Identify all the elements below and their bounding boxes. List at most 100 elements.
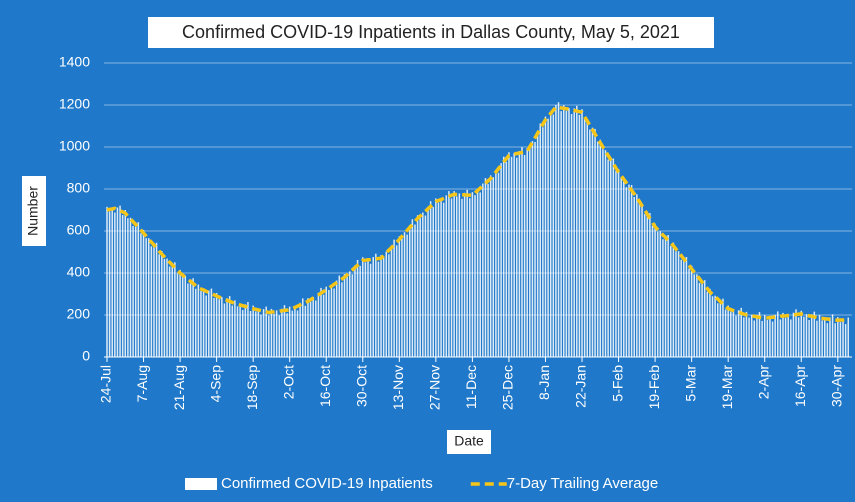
bar [257, 308, 260, 357]
x-tick-label: 16-Oct [317, 365, 333, 407]
bar [286, 313, 288, 357]
bar [656, 231, 659, 357]
bar [777, 311, 779, 357]
bar [273, 313, 275, 357]
bar [573, 108, 575, 357]
bar [818, 315, 821, 357]
bar [348, 271, 351, 357]
x-tick-label: 27-Nov [427, 365, 443, 410]
x-label-box [447, 430, 491, 454]
bar [722, 298, 724, 357]
y-tick-label: 800 [67, 180, 91, 196]
bar [450, 198, 453, 357]
bar [696, 274, 698, 357]
bar [367, 258, 369, 357]
bar [474, 195, 476, 357]
bar [482, 183, 484, 357]
bar [255, 311, 257, 357]
bar [844, 324, 847, 357]
x-tick-label: 19-Mar [719, 365, 735, 410]
bar [247, 301, 249, 357]
bar [683, 256, 685, 357]
x-tick-label: 24-Jul [98, 365, 114, 403]
bar [816, 320, 818, 357]
bar [148, 238, 150, 357]
bar [557, 102, 560, 358]
bar [244, 304, 247, 357]
bar [492, 177, 495, 357]
bar [837, 317, 839, 357]
bar [294, 306, 296, 357]
bar [709, 288, 711, 357]
bar [455, 196, 458, 357]
bar [127, 218, 129, 357]
bar [296, 310, 299, 357]
bar [252, 305, 254, 357]
bar [489, 175, 492, 357]
bar [202, 288, 205, 357]
bar [330, 285, 333, 357]
bar [690, 265, 693, 357]
bar [495, 170, 497, 357]
bar [239, 303, 241, 357]
bar [231, 305, 234, 357]
bar [724, 309, 727, 357]
bar [513, 153, 515, 357]
bar [119, 205, 121, 357]
bar [335, 280, 338, 357]
bar [672, 242, 675, 357]
bar [617, 169, 620, 357]
bar [800, 310, 803, 357]
bar [805, 314, 808, 357]
bar [821, 320, 823, 357]
bar [121, 215, 124, 357]
bar [364, 262, 367, 357]
bar [385, 251, 388, 357]
bar [403, 232, 406, 357]
bar [701, 279, 703, 357]
bar [646, 212, 649, 357]
bar [221, 297, 223, 357]
bar [790, 319, 792, 357]
bar [382, 257, 385, 357]
bar [315, 300, 317, 357]
bar [108, 211, 111, 357]
bar [685, 257, 688, 357]
bar [609, 157, 612, 357]
bar [288, 306, 291, 357]
bar [578, 114, 581, 358]
bar [161, 250, 163, 357]
bar [395, 245, 398, 357]
x-axis-label: Date [454, 433, 484, 449]
bar [797, 317, 800, 357]
bar [208, 290, 210, 357]
bar [526, 148, 528, 357]
bar [847, 317, 849, 357]
bar [523, 154, 526, 357]
bar [176, 273, 179, 357]
bar [325, 286, 327, 357]
bar [549, 112, 552, 357]
bar [677, 251, 680, 357]
bar [184, 276, 187, 357]
bar [662, 239, 664, 357]
bar [834, 323, 836, 357]
bar [377, 261, 380, 357]
bar [302, 298, 304, 357]
bar [706, 291, 709, 357]
bar [782, 312, 784, 357]
bar [218, 299, 220, 357]
bar [612, 158, 615, 357]
bar [589, 129, 591, 357]
bar [756, 314, 758, 357]
bar [249, 311, 252, 357]
x-tick-label: 21-Aug [171, 365, 187, 410]
bar [435, 198, 437, 357]
bar [568, 108, 570, 358]
bar [448, 191, 450, 357]
y-tick-label: 0 [82, 348, 90, 364]
bar [283, 305, 286, 357]
bar [625, 187, 628, 357]
bar [155, 242, 158, 357]
